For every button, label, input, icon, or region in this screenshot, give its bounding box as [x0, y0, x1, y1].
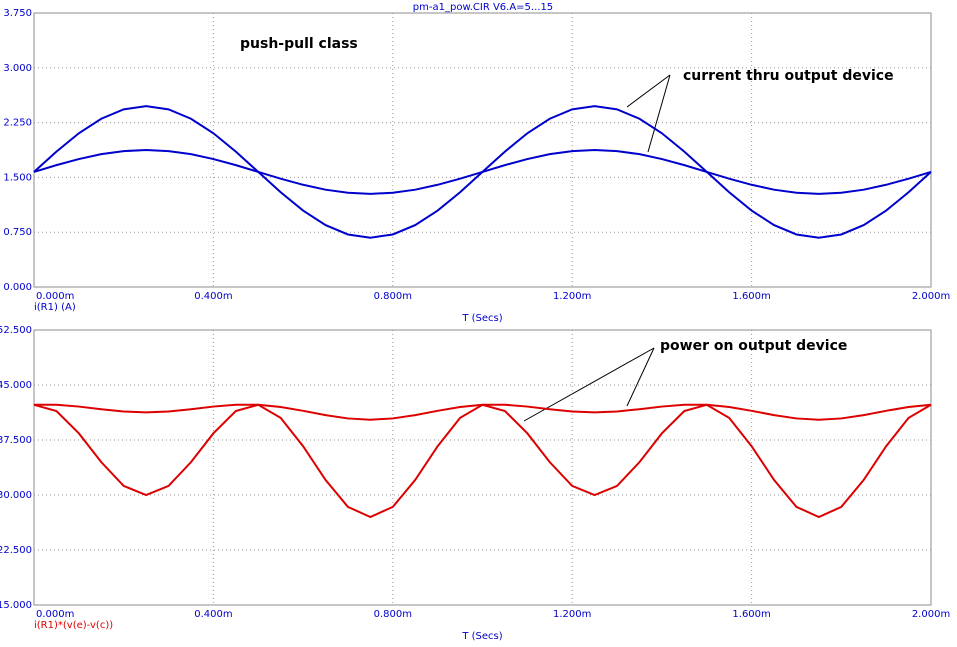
arrow	[626, 347, 655, 407]
x-tick-label: 0.400m	[194, 609, 232, 620]
annotation: push-pull class	[240, 36, 358, 52]
x-tick-label: 0.400m	[194, 291, 232, 302]
y-axis-label: i(R1) (A)	[34, 302, 76, 313]
x-tick-label: 2.000m	[912, 609, 950, 620]
x-tick-label: 0.800m	[374, 609, 412, 620]
arrow	[647, 74, 671, 153]
arrow	[626, 74, 671, 108]
y-tick-label: 0.000	[3, 282, 32, 293]
plot-frame	[33, 12, 932, 288]
x-tick-label: 1.600m	[732, 609, 770, 620]
y-tick-label: 45.000	[0, 380, 32, 391]
curve	[33, 148, 932, 195]
x-tick-label: 0.000m	[36, 609, 74, 620]
x-axis-label: T (Secs)	[461, 313, 502, 324]
curve	[33, 403, 932, 519]
x-tick-label: 2.000m	[912, 291, 950, 302]
x-tick-label: 1.200m	[553, 291, 591, 302]
y-tick-label: 22.500	[0, 545, 32, 556]
y-tick-label: 52.500	[0, 325, 32, 336]
x-tick-label: 0.000m	[36, 291, 74, 302]
curve	[33, 403, 932, 421]
y-tick-label: 3.000	[3, 63, 32, 74]
y-tick-label: 3.750	[3, 8, 32, 19]
y-tick-label: 15.000	[0, 600, 32, 611]
y-tick-label: 30.000	[0, 490, 32, 501]
window-title: pm-a1_pow.CIR V6.A=5...15	[413, 2, 553, 13]
x-tick-label: 1.200m	[553, 609, 591, 620]
annotation: current thru output device	[683, 68, 894, 84]
y-tick-label: 1.500	[3, 172, 32, 183]
x-tick-label: 0.800m	[374, 291, 412, 302]
y-axis-label: i(R1)*(v(e)-v(c))	[34, 620, 113, 631]
y-tick-label: 37.500	[0, 435, 32, 446]
y-tick-label: 2.250	[3, 118, 32, 129]
x-axis-label: T (Secs)	[461, 631, 502, 642]
x-tick-label: 1.600m	[732, 291, 770, 302]
plot-frame	[33, 329, 932, 606]
y-tick-label: 0.750	[3, 227, 32, 238]
annotation: power on output device	[660, 338, 847, 354]
